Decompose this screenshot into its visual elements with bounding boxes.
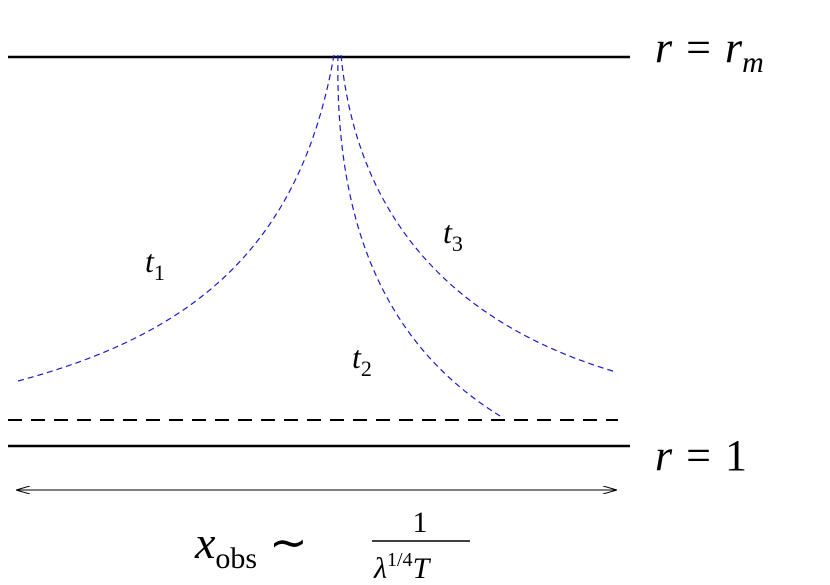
- curve-label: t2: [352, 339, 372, 381]
- variable: x: [194, 517, 216, 568]
- symbol: t: [352, 339, 362, 375]
- curve-label: t3: [443, 214, 463, 256]
- top-label: r = rm: [655, 23, 764, 79]
- value: 1: [725, 431, 747, 480]
- relation: =: [686, 431, 711, 480]
- subscript: m: [742, 46, 764, 79]
- curve-t2: [337, 54, 501, 417]
- curve-t1: [17, 54, 335, 382]
- width-label: xobs ∼: [194, 517, 308, 575]
- curve-label: t1: [145, 243, 165, 285]
- relation: =: [686, 23, 711, 72]
- subscript: 1: [154, 260, 165, 285]
- symbol: t: [443, 214, 453, 250]
- relation: ∼: [269, 517, 308, 568]
- subscript: 3: [452, 231, 463, 256]
- symbol: λ: [373, 552, 387, 585]
- bottom-label: r = 1: [655, 431, 747, 480]
- subscript: obs: [215, 542, 257, 575]
- exponent: 1/4: [387, 549, 413, 571]
- variable: r: [655, 431, 673, 480]
- subscript: 2: [361, 356, 372, 381]
- denominator: λ1/4T: [373, 549, 432, 585]
- symbol: r: [725, 23, 743, 72]
- numerator: 1: [413, 506, 428, 539]
- tail: T: [413, 552, 432, 585]
- variable: r: [655, 23, 673, 72]
- curve-t3: [340, 54, 617, 373]
- symbol: t: [145, 243, 155, 279]
